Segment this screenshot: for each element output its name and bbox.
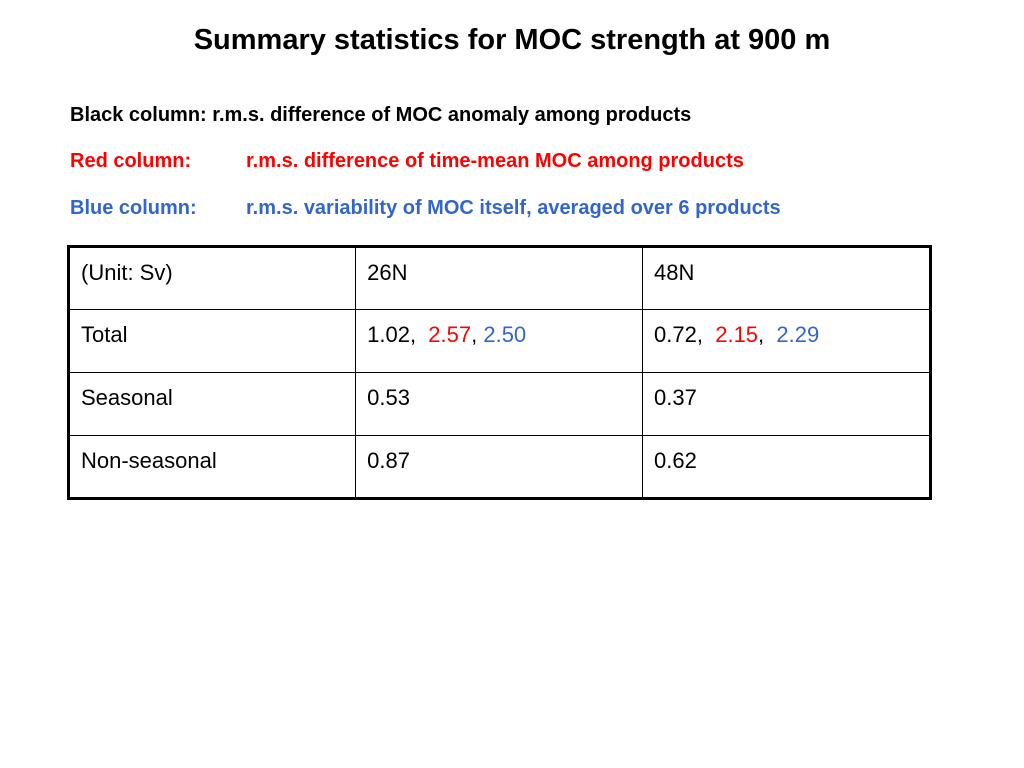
table-row: Non-seasonal 0.87 0.62: [67, 435, 931, 499]
cell-seasonal-48n: 0.37: [642, 372, 931, 436]
value-black: 1.02: [367, 322, 410, 347]
value-red: 2.15: [715, 322, 759, 347]
legend-black-column: Black column: r.m.s. difference of MOC a…: [70, 104, 691, 127]
header-48n: 48N: [642, 246, 931, 310]
cell-non-seasonal-26n: 0.87: [355, 435, 644, 499]
cell-non-seasonal-48n: 0.62: [642, 435, 931, 499]
legend-red-text: r.m.s. difference of time-mean MOC among…: [246, 150, 744, 172]
legend-blue-label: Blue column:: [70, 197, 197, 219]
table-header-row: (Unit: Sv) 26N 48N: [67, 246, 931, 310]
page-title: Summary statistics for MOC strength at 9…: [193, 24, 831, 56]
cell-total-48n: 0.72, 2.15, 2.29: [642, 309, 931, 373]
value-red: 2.57: [428, 322, 472, 347]
table-row: Seasonal 0.53 0.37: [67, 372, 931, 436]
table-row: Total 1.02, 2.57, 2.50 0.72, 2.15, 2.29: [67, 309, 931, 373]
legend-red-label: Red column:: [70, 150, 192, 172]
value-black: 0.72: [654, 322, 697, 347]
legend-blue-text: r.m.s. variability of MOC itself, averag…: [246, 197, 781, 219]
summary-table: (Unit: Sv) 26N 48N Total 1.02, 2.57, 2.5…: [67, 245, 932, 500]
cell-seasonal-26n: 0.53: [355, 372, 644, 436]
header-unit: (Unit: Sv): [67, 246, 357, 310]
cell-total-26n: 1.02, 2.57, 2.50: [355, 309, 644, 373]
value-blue: 2.50: [483, 322, 527, 347]
legend-blue-column: Blue column: r.m.s. variability of MOC it…: [70, 197, 781, 220]
legend-black-text: r.m.s. difference of MOC anomaly among p…: [212, 104, 692, 126]
value-blue: 2.29: [776, 322, 820, 347]
header-26n: 26N: [355, 246, 644, 310]
legend-black-label: Black column:: [70, 104, 207, 126]
row-label-total: Total: [67, 309, 357, 373]
legend-red-column: Red column: r.m.s. difference of time-mea…: [70, 150, 744, 173]
row-label-seasonal: Seasonal: [67, 372, 357, 436]
row-label-non-seasonal: Non-seasonal: [67, 435, 357, 499]
